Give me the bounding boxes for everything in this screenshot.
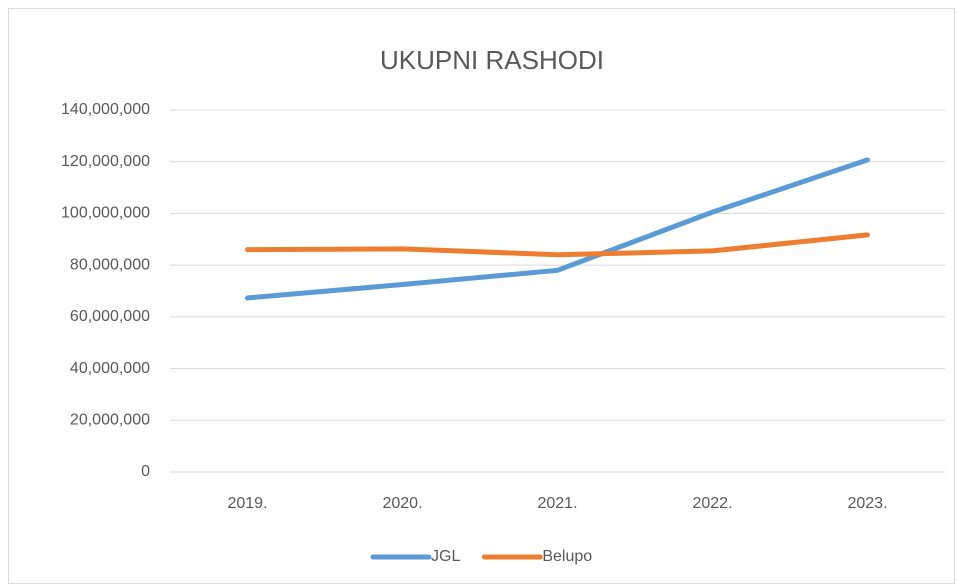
legend-label: Belupo bbox=[542, 548, 592, 565]
y-tick-label: 100,000,000 bbox=[61, 205, 150, 222]
y-tick-label: 40,000,000 bbox=[70, 360, 150, 377]
y-tick-label: 120,000,000 bbox=[61, 153, 150, 170]
y-tick-label: 20,000,000 bbox=[70, 412, 150, 429]
chart-title: UKUPNI RASHODI bbox=[380, 45, 604, 75]
y-tick-label: 140,000,000 bbox=[61, 101, 150, 118]
x-tick-label: 2022. bbox=[692, 495, 732, 512]
x-tick-label: 2019. bbox=[227, 495, 267, 512]
chart-border bbox=[8, 8, 955, 584]
y-tick-label: 60,000,000 bbox=[70, 308, 150, 325]
series-line bbox=[245, 232, 870, 258]
y-tick-label: 0 bbox=[141, 463, 150, 480]
x-tick-label: 2023. bbox=[847, 495, 887, 512]
series-line bbox=[245, 157, 870, 301]
x-tick-label: 2020. bbox=[382, 495, 422, 512]
x-tick-label: 2021. bbox=[537, 495, 577, 512]
legend-label: JGL bbox=[431, 548, 460, 565]
y-tick-label: 80,000,000 bbox=[70, 256, 150, 273]
